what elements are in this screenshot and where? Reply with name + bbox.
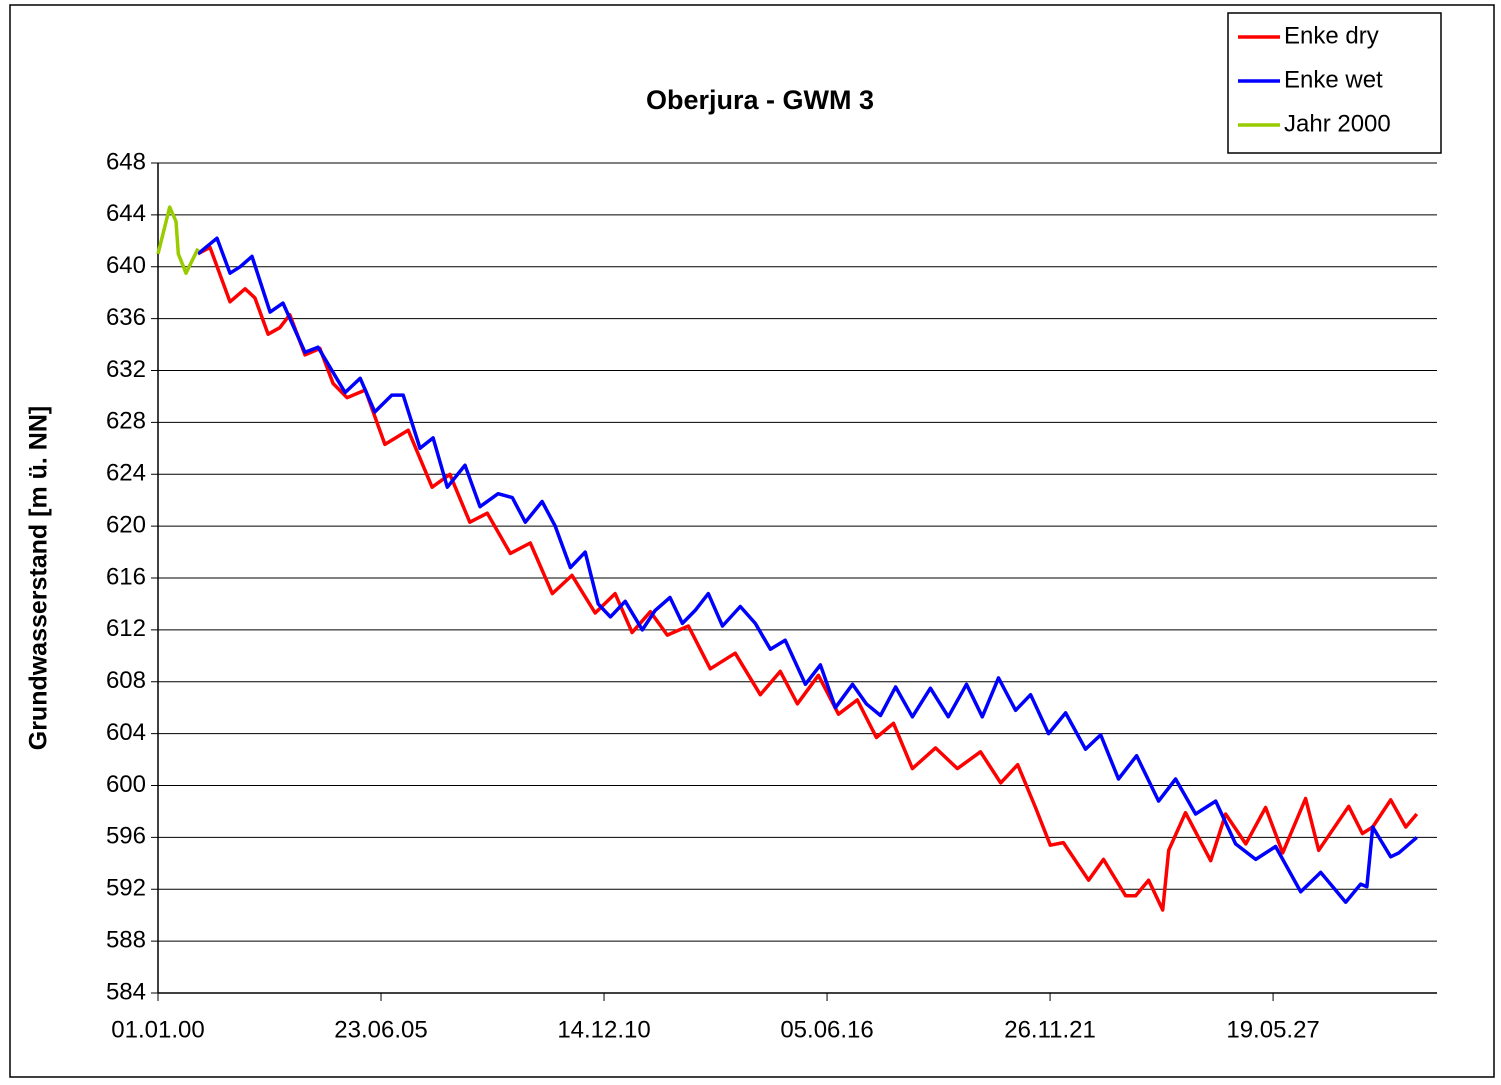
x-tick-label: 23.06.05: [334, 1016, 427, 1043]
legend-label: Jahr 2000: [1284, 110, 1391, 137]
y-tick-label: 612: [106, 615, 146, 642]
legend-label: Enke wet: [1284, 66, 1383, 93]
y-tick-label: 596: [106, 823, 146, 850]
y-tick-label: 588: [106, 926, 146, 953]
series-line: [156, 205, 200, 275]
y-tick-label: 628: [106, 408, 146, 435]
y-tick-label: 636: [106, 304, 146, 331]
y-tick-label: 632: [106, 356, 146, 383]
y-tick-label: 584: [106, 978, 146, 1005]
y-tick-label: 620: [106, 511, 146, 538]
y-tick-label: 604: [106, 719, 146, 746]
y-axis-label: Grundwasserstand [m ü. NN]: [25, 406, 53, 751]
chart-frame: [9, 4, 1495, 1078]
x-tick-label: 26.11.21: [1004, 1016, 1096, 1043]
y-tick-label: 624: [106, 460, 146, 487]
x-tick-label: 19.05.27: [1226, 1016, 1319, 1043]
y-tick-label: 600: [106, 771, 146, 798]
series-line: [196, 236, 1418, 904]
x-tick-label: 14.12.10: [557, 1016, 650, 1043]
chart-title: Oberjura - GWM 3: [646, 85, 874, 115]
series-line: [197, 245, 1419, 912]
y-tick-label: 592: [106, 875, 146, 902]
x-tick-label: 01.01.00: [111, 1016, 204, 1043]
y-tick-label: 648: [106, 148, 146, 175]
y-tick-label: 616: [106, 563, 146, 590]
x-tick-label: 05.06.16: [780, 1016, 873, 1043]
y-tick-label: 640: [106, 252, 146, 279]
legend-label: Enke dry: [1284, 22, 1379, 49]
y-tick-label: 644: [106, 200, 146, 227]
y-tick-label: 608: [106, 667, 146, 694]
